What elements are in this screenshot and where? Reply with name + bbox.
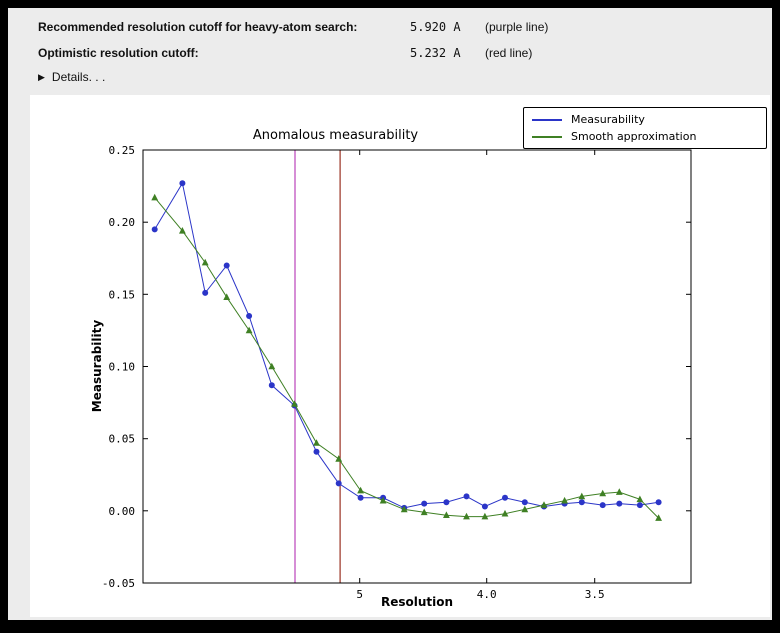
legend-entry-smooth-approximation: Smooth approximation bbox=[532, 130, 758, 143]
optimistic-cutoff-note: (red line) bbox=[485, 46, 533, 60]
recommended-cutoff-label: Recommended resolution cutoff for heavy-… bbox=[38, 20, 358, 34]
legend-label-measurability: Measurability bbox=[571, 113, 645, 126]
recommended-cutoff-row: Recommended resolution cutoff for heavy-… bbox=[8, 20, 772, 38]
measurability-line-swatch bbox=[532, 118, 562, 121]
recommended-cutoff-value: 5.920 A bbox=[410, 20, 461, 34]
chart-figure: 0.25 0.20 0.15 0.10 0.05 0.00 -0.05 5 4.0 3.5 Ano… bbox=[30, 95, 770, 617]
details-label: Details. . . bbox=[51, 70, 106, 84]
y-axis-label: Measurability bbox=[90, 319, 104, 413]
recommended-cutoff-note: (purple line) bbox=[485, 20, 549, 34]
details-toggle[interactable]: ▶ Details. . . bbox=[38, 70, 105, 84]
legend-label-smooth-approximation: Smooth approximation bbox=[571, 130, 697, 143]
chart-legend: Measurability Smooth approximation bbox=[523, 107, 767, 149]
svg-text:0.15: 0.15 bbox=[109, 288, 136, 301]
svg-text:0.10: 0.10 bbox=[109, 361, 136, 374]
optimistic-cutoff-value: 5.232 A bbox=[410, 46, 461, 60]
dialog-panel: Recommended resolution cutoff for heavy-… bbox=[8, 8, 772, 620]
optimistic-cutoff-label: Optimistic resolution cutoff: bbox=[38, 46, 199, 60]
smooth-approximation-line-swatch bbox=[532, 135, 562, 138]
svg-text:-0.05: -0.05 bbox=[102, 577, 135, 590]
details-disclosure-icon: ▶ bbox=[38, 72, 45, 82]
legend-entry-measurability: Measurability bbox=[532, 113, 758, 126]
svg-text:0.20: 0.20 bbox=[109, 216, 136, 229]
svg-text:3.5: 3.5 bbox=[585, 588, 605, 601]
optimistic-cutoff-row: Optimistic resolution cutoff: 5.232 A (r… bbox=[8, 46, 772, 64]
svg-text:0.25: 0.25 bbox=[109, 144, 136, 157]
svg-text:0.05: 0.05 bbox=[109, 433, 136, 446]
plot-canvas: 0.25 0.20 0.15 0.10 0.05 0.00 -0.05 5 4.0 3.5 bbox=[102, 144, 692, 601]
svg-text:4.0: 4.0 bbox=[477, 588, 497, 601]
svg-text:0.00: 0.00 bbox=[109, 505, 136, 518]
chart-title: Anomalous measurability bbox=[252, 128, 419, 143]
x-axis-label: Resolution bbox=[380, 595, 454, 609]
svg-text:5: 5 bbox=[356, 588, 363, 601]
